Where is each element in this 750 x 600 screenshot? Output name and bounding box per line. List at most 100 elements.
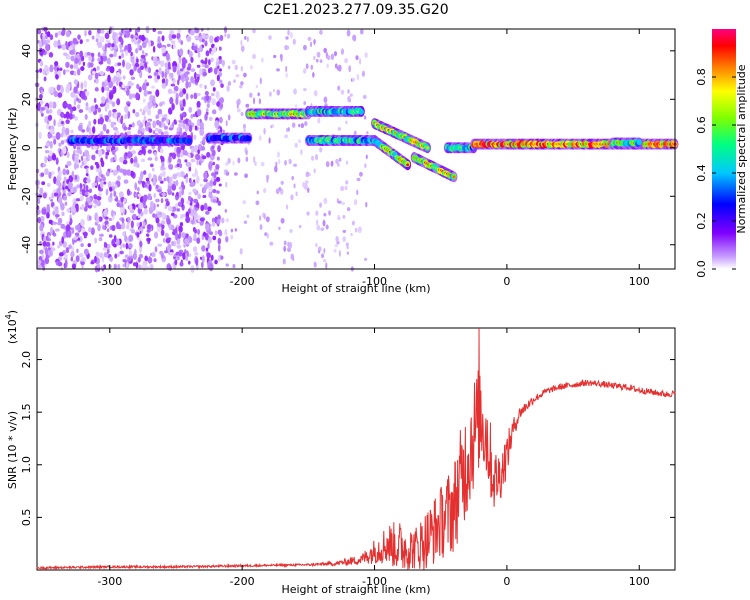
noise-cell xyxy=(186,250,189,258)
noise-cell xyxy=(85,90,90,96)
noise-cell xyxy=(40,112,44,117)
noise-cell xyxy=(240,39,243,46)
noise-cell xyxy=(330,160,334,167)
noise-cell xyxy=(178,37,182,44)
noise-cell xyxy=(104,32,110,40)
noise-cell xyxy=(249,92,253,98)
spectrogram-x-ticks: -300 -200 -100 0 100 xyxy=(97,29,650,288)
noise-cell xyxy=(285,72,288,78)
noise-cell xyxy=(139,240,143,248)
noise-cell xyxy=(120,38,124,46)
noise-cell xyxy=(62,168,67,176)
noise-cell xyxy=(153,71,159,77)
noise-cell xyxy=(227,157,231,164)
noise-cell xyxy=(211,172,216,177)
noise-cell xyxy=(243,128,247,133)
noise-cell xyxy=(212,87,216,92)
noise-cell xyxy=(239,84,243,89)
noise-cell xyxy=(195,153,201,161)
noise-cell xyxy=(185,256,189,261)
noise-cell xyxy=(206,151,211,158)
noise-cell xyxy=(94,72,99,80)
noise-cell xyxy=(159,172,163,177)
noise-cell xyxy=(157,243,163,247)
noise-cell xyxy=(75,198,81,202)
noise-cell xyxy=(45,109,51,114)
noise-cell xyxy=(188,191,192,196)
noise-cell xyxy=(104,216,109,220)
noise-cell xyxy=(214,171,219,175)
noise-cell xyxy=(105,154,108,160)
noise-cell xyxy=(65,224,71,232)
noise-cell xyxy=(107,119,112,123)
noise-cell xyxy=(126,188,131,196)
noise-cell xyxy=(93,194,98,200)
noise-cell xyxy=(364,257,368,261)
noise-cell xyxy=(144,61,148,69)
noise-cell xyxy=(157,30,163,35)
noise-cell xyxy=(85,185,89,191)
noise-cell xyxy=(228,65,231,70)
noise-cell xyxy=(103,241,107,249)
noise-cell xyxy=(242,200,246,205)
noise-cell xyxy=(205,94,210,102)
noise-cell xyxy=(201,38,205,43)
noise-cell xyxy=(259,77,262,85)
noise-cell xyxy=(73,162,77,170)
noise-cell xyxy=(130,56,135,63)
noise-cell xyxy=(43,106,48,111)
noise-cell xyxy=(132,213,137,220)
noise-cell xyxy=(163,130,169,137)
noise-cell xyxy=(219,34,224,42)
noise-cell xyxy=(227,114,231,121)
noise-cell xyxy=(35,103,40,111)
noise-cell xyxy=(204,84,207,90)
x-tick-label: -100 xyxy=(362,275,387,288)
noise-cell xyxy=(167,107,173,115)
noise-cell xyxy=(110,121,115,128)
noise-cell xyxy=(356,189,359,196)
noise-cell xyxy=(142,263,147,271)
noise-cell xyxy=(130,170,135,177)
noise-cell xyxy=(337,64,342,72)
noise-cell xyxy=(142,194,148,202)
noise-cell xyxy=(86,126,90,133)
noise-cell xyxy=(50,86,54,94)
noise-cell xyxy=(190,158,196,163)
noise-cell xyxy=(46,212,50,219)
noise-cell xyxy=(225,263,229,267)
noise-cell xyxy=(173,85,179,92)
noise-cell xyxy=(65,169,70,175)
noise-cell xyxy=(64,253,68,259)
noise-cell xyxy=(74,158,77,164)
noise-cell xyxy=(144,255,149,262)
noise-cell xyxy=(93,98,97,103)
noise-cell xyxy=(268,35,272,40)
noise-cell xyxy=(337,200,342,204)
noise-cell xyxy=(152,95,156,104)
noise-cell xyxy=(136,58,139,63)
noise-cell xyxy=(117,112,121,117)
noise-cell xyxy=(80,261,85,266)
noise-cell xyxy=(97,52,101,58)
noise-cell xyxy=(158,113,164,117)
noise-cell xyxy=(147,101,153,110)
noise-cell xyxy=(94,255,97,263)
noise-cell xyxy=(140,54,146,59)
noise-cell xyxy=(214,259,218,265)
noise-cell xyxy=(127,130,132,136)
noise-cell xyxy=(188,236,193,243)
noise-cell xyxy=(193,198,199,204)
noise-cell xyxy=(208,186,213,193)
noise-cell xyxy=(73,186,77,193)
noise-cell xyxy=(53,138,57,145)
noise-cell xyxy=(139,65,145,71)
noise-cell xyxy=(175,234,178,240)
snr-multiplier-close: ) xyxy=(6,310,19,314)
noise-cell xyxy=(190,94,194,99)
noise-cell xyxy=(252,53,257,59)
noise-cell xyxy=(148,128,153,133)
noise-cell xyxy=(365,201,368,208)
noise-cell xyxy=(203,202,208,211)
noise-cell xyxy=(58,252,64,257)
